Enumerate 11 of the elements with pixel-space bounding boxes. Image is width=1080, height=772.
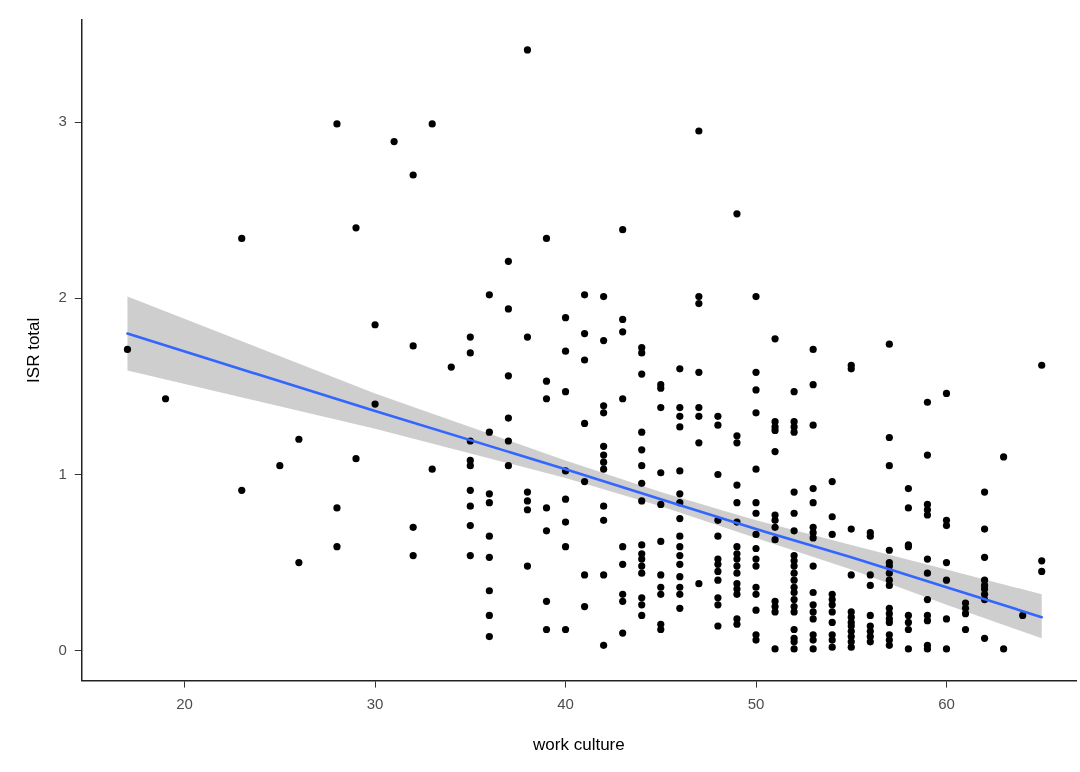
x-tick-label: 20 (176, 694, 193, 712)
x-tick-label: 40 (557, 694, 574, 712)
y-tick-label: 0 (58, 640, 67, 658)
y-tick-label: 2 (58, 288, 67, 306)
y-tick-label: 3 (58, 112, 67, 130)
x-axis-title: work culture (532, 735, 625, 755)
y-axis-title: ISR total (23, 317, 43, 383)
y-tick-label: 1 (58, 464, 67, 482)
x-tick-label: 30 (366, 694, 384, 712)
x-tick-label: 60 (938, 694, 955, 712)
x-tick-label: 50 (747, 694, 765, 712)
